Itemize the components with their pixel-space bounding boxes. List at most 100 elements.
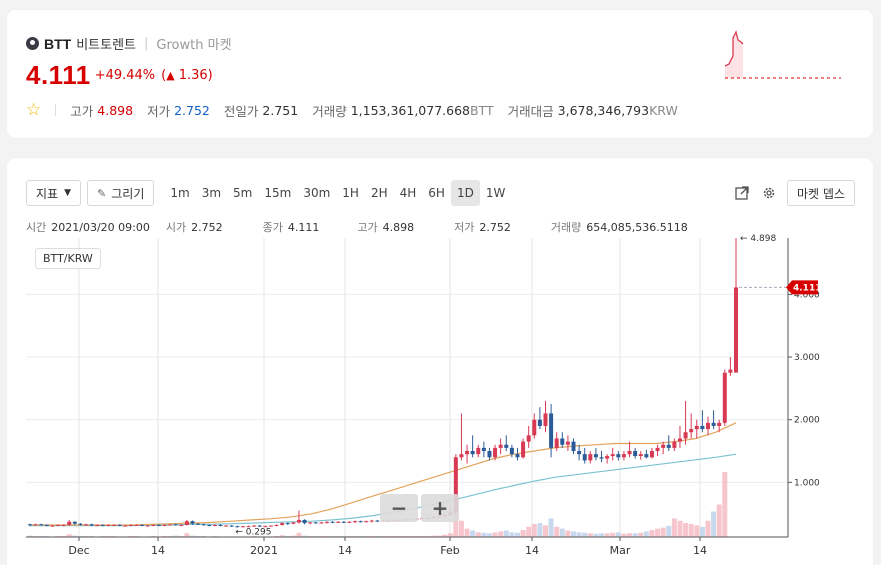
- favorite-star-icon[interactable]: ☆: [26, 100, 42, 120]
- candle-body: [61, 524, 66, 526]
- candle-body: [252, 525, 257, 527]
- candle-body: [78, 523, 83, 525]
- volume-bar: [571, 531, 577, 537]
- sparkline-area: [725, 32, 743, 78]
- candle-body: [123, 525, 128, 527]
- timeframe-1h[interactable]: 1H: [342, 186, 359, 200]
- ohlc-high: 4.898: [382, 220, 415, 234]
- candle-body: [571, 441, 576, 452]
- gear-icon[interactable]: [761, 185, 777, 201]
- candle-body: [89, 524, 94, 526]
- volume-bar: [660, 527, 666, 537]
- volume-bar: [458, 520, 464, 537]
- volume-bar: [464, 528, 470, 537]
- candle-body: [734, 287, 738, 373]
- indicator-button[interactable]: 지표 ▼: [26, 180, 82, 206]
- amount-label: 거래대금: [507, 103, 554, 119]
- timeframe-1d[interactable]: 1D: [450, 180, 480, 206]
- volume-bar: [677, 520, 683, 537]
- candle-body: [672, 441, 677, 448]
- chevron-down-icon: ▼: [64, 188, 72, 198]
- candle-body: [224, 525, 229, 527]
- market-depth-button[interactable]: 마켓 뎁스: [787, 180, 855, 206]
- candle-body: [190, 521, 195, 524]
- candle-body: [296, 519, 301, 523]
- candle-body: [661, 444, 666, 448]
- x-tick-label: 14: [151, 544, 165, 557]
- volume-bar: [671, 518, 677, 537]
- candle-body: [218, 524, 223, 526]
- x-tick-label: Feb: [440, 544, 459, 557]
- candle-body: [263, 526, 268, 528]
- timeframe-3m[interactable]: 3m: [201, 186, 222, 200]
- low-label: 저가: [147, 103, 171, 119]
- volume-bar: [643, 531, 649, 537]
- candle-body: [543, 413, 548, 426]
- candle-body: [330, 521, 335, 523]
- candle-body: [560, 438, 565, 445]
- candle-body: [588, 454, 593, 461]
- pencil-icon: ✎: [97, 186, 107, 200]
- candle-body: [532, 419, 537, 436]
- zoom-out-button[interactable]: −: [380, 494, 418, 522]
- volume-bar: [542, 525, 548, 537]
- volume-unit: BTT: [469, 102, 494, 118]
- candle-body: [498, 444, 503, 448]
- candle-body: [526, 435, 531, 442]
- candle-body: [599, 457, 604, 459]
- candle-body: [700, 425, 705, 430]
- timeframe-2h[interactable]: 2H: [370, 186, 388, 200]
- timeframe-5m[interactable]: 5m: [233, 186, 253, 200]
- timeframe-1w[interactable]: 1W: [485, 186, 506, 200]
- candle-body: [274, 524, 279, 526]
- candle-body: [465, 451, 470, 455]
- candle-body: [521, 441, 526, 458]
- candle-body: [610, 454, 615, 457]
- candle-body: [549, 413, 554, 448]
- volume-bar: [593, 533, 599, 537]
- y-tick-label: 3.000: [794, 353, 820, 363]
- volume-bar: [279, 535, 285, 537]
- candle-body: [95, 524, 100, 526]
- candle-body: [28, 524, 32, 526]
- ohlc-time-label: 시간: [26, 221, 47, 234]
- candle-body: [509, 447, 514, 455]
- low-marker-label: ← 0.295: [235, 527, 271, 537]
- candle-body: [84, 524, 89, 526]
- chart-actions: 마켓 뎁스: [734, 180, 855, 206]
- candle-body: [554, 438, 559, 448]
- zoom-in-button[interactable]: +: [421, 494, 459, 522]
- volume-bar: [453, 509, 459, 537]
- volume-bar: [27, 535, 33, 537]
- low-value: 2.752: [174, 102, 210, 118]
- candle-body: [728, 369, 733, 373]
- pair-tag: BTT/KRW: [35, 248, 101, 269]
- change-up-icon: ▲: [166, 69, 175, 82]
- candle-body: [240, 526, 245, 528]
- timeframe-4h[interactable]: 4H: [399, 186, 417, 200]
- candle-body: [352, 521, 357, 523]
- candle-body: [515, 454, 520, 458]
- indicator-label: 지표: [36, 186, 59, 201]
- candle-body: [257, 525, 262, 527]
- ohlc-volume: 654,085,536.5118: [586, 220, 688, 234]
- candle-body: [100, 524, 105, 526]
- volume-bar: [436, 535, 442, 537]
- timeframe-1m[interactable]: 1m: [170, 186, 190, 200]
- ohlc-volume-label: 거래량: [550, 221, 582, 234]
- popout-icon[interactable]: [734, 185, 750, 201]
- candle-body: [50, 525, 55, 527]
- volume-bar: [72, 535, 78, 537]
- draw-button[interactable]: ✎ 그리기: [87, 180, 155, 206]
- timeframe-6h[interactable]: 6H: [428, 186, 445, 200]
- volume-bar: [559, 528, 565, 537]
- volume-bar: [694, 525, 700, 537]
- last-price-badge: [786, 280, 818, 295]
- candle-body: [470, 451, 475, 455]
- volume-bar: [548, 518, 554, 537]
- timeframe-30m[interactable]: 30m: [303, 186, 331, 200]
- timeframe-15m[interactable]: 15m: [264, 186, 292, 200]
- volume-bar: [554, 526, 560, 537]
- candle-body: [694, 425, 699, 430]
